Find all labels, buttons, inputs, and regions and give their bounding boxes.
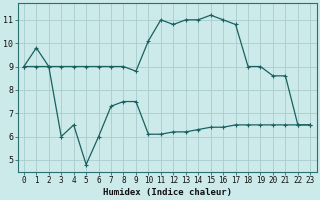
X-axis label: Humidex (Indice chaleur): Humidex (Indice chaleur)	[103, 188, 232, 197]
